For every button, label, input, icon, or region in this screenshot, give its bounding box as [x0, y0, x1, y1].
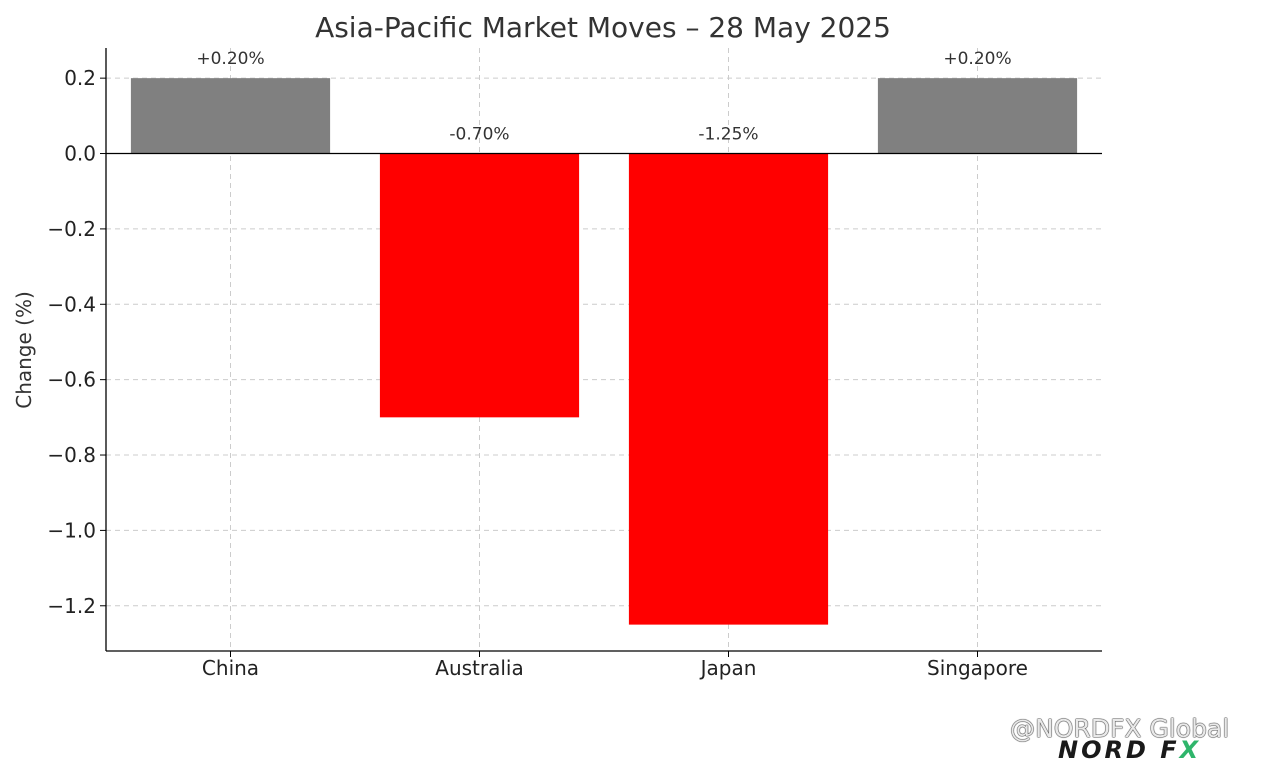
- bar-australia: [379, 153, 580, 418]
- x-tick-label: Australia: [435, 656, 523, 680]
- bar-china: [130, 78, 331, 154]
- bar-singapore: [877, 78, 1078, 154]
- chart-title: Asia-Pacific Market Moves – 28 May 2025: [315, 11, 891, 44]
- bars: [130, 78, 1078, 625]
- watermark: @NORDFX Global NORD FX: [1010, 714, 1270, 764]
- nordfx-logo: NORD FX: [1058, 736, 1201, 764]
- y-tick-label: −1.2: [47, 594, 96, 618]
- data-label: -0.70%: [449, 125, 509, 145]
- axes: [105, 48, 1102, 652]
- y-tick-label: −0.6: [47, 368, 96, 392]
- y-axis-label: Change (%): [12, 291, 36, 409]
- data-label: +0.20%: [196, 49, 264, 69]
- x-tick-label: China: [202, 656, 259, 680]
- data-labels: +0.20% -0.70% -1.25% +0.20%: [196, 49, 1011, 144]
- logo-nord: NORD F: [1058, 736, 1180, 764]
- bar-japan: [628, 153, 829, 625]
- y-tick-label: −1.0: [47, 518, 96, 542]
- logo-x: X: [1179, 736, 1202, 764]
- y-tick-label: 0.0: [64, 142, 96, 166]
- y-tick-labels: 0.2 0.0 −0.2 −0.4 −0.6 −0.8 −1.0 −1.2: [47, 66, 106, 618]
- y-tick-label: −0.4: [47, 292, 96, 316]
- y-tick-label: −0.2: [47, 217, 96, 241]
- x-tick-labels: China Australia Japan Singapore: [202, 651, 1028, 680]
- y-tick-label: −0.8: [47, 443, 96, 467]
- x-tick-label: Singapore: [927, 656, 1028, 680]
- y-tick-label: 0.2: [64, 66, 96, 90]
- data-label: -1.25%: [698, 125, 758, 145]
- x-tick-label: Japan: [699, 656, 757, 680]
- data-label: +0.20%: [943, 49, 1011, 69]
- watermark-text: @NORDFX Global: [1010, 714, 1230, 743]
